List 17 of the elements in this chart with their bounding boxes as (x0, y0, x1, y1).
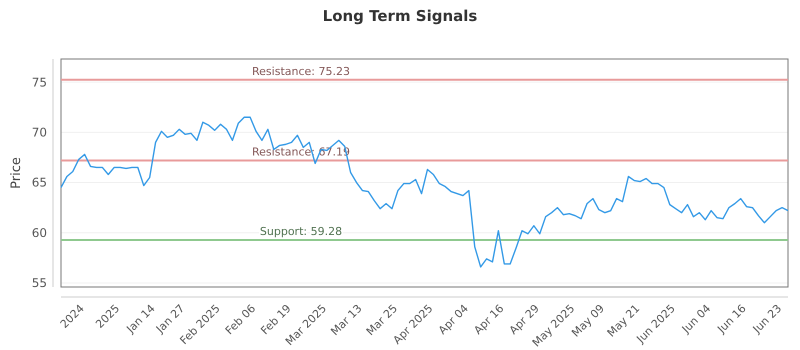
x-tick-label: Jun 23 (750, 302, 784, 336)
ref-line-label: Support: 59.28 (260, 224, 342, 238)
y-tick-label: 75 (32, 75, 47, 90)
y-tick-label: 60 (32, 226, 47, 240)
x-tick-label: Feb 06 (222, 302, 258, 338)
y-tick-label: 70 (32, 126, 47, 140)
line-series (60, 116, 789, 268)
chart-title: Long Term Signals (322, 7, 478, 25)
y-axis-title: Price (9, 157, 24, 189)
x-tick-label: Apr 04 (436, 302, 471, 337)
x-tick-label: Jun 04 (678, 302, 714, 336)
ref-line-label: Resistance: 75.23 (252, 64, 350, 78)
x-tick-label: Mar 13 (328, 302, 365, 338)
y-tick-label: 55 (32, 276, 47, 290)
x-tick-label: Apr 16 (471, 302, 506, 337)
x-tick-label: Jun 16 (714, 302, 749, 336)
y-tick-label: 65 (32, 176, 47, 190)
